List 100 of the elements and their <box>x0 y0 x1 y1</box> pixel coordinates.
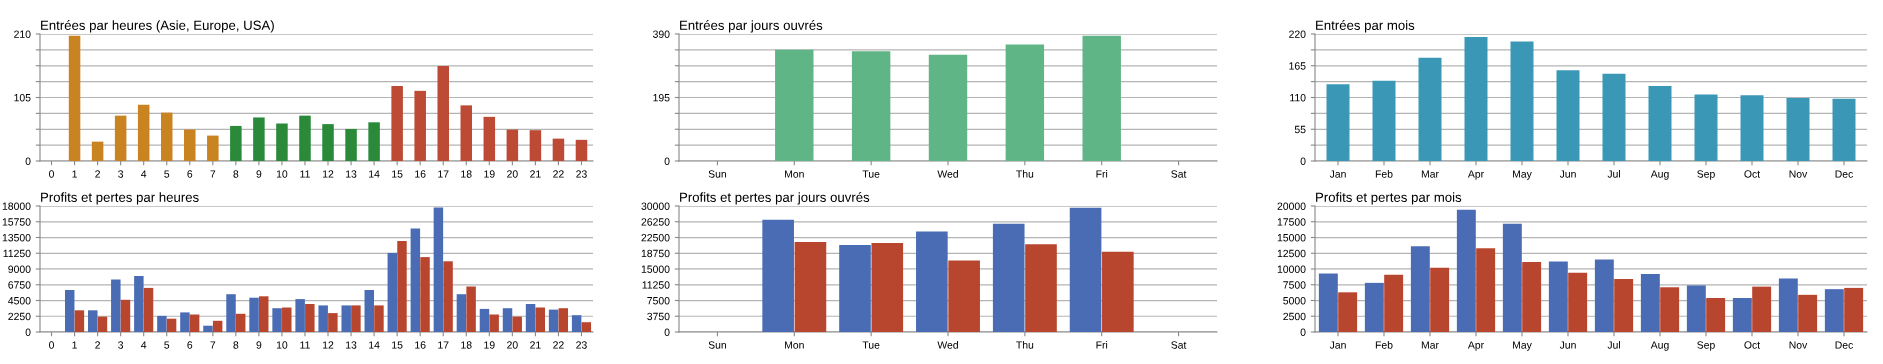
bar <box>180 312 190 332</box>
bar <box>775 49 814 161</box>
x-tick-label: 15 <box>392 170 403 178</box>
x-tick-label: 14 <box>369 341 380 349</box>
x-tick-label: 14 <box>369 170 380 178</box>
x-tick-label: Dec <box>1835 170 1853 178</box>
bar <box>460 105 473 161</box>
x-tick-label: 23 <box>576 341 587 349</box>
bar <box>1410 246 1430 332</box>
x-tick-label: 22 <box>553 341 564 349</box>
x-tick-label: 23 <box>576 170 587 178</box>
bar <box>345 128 357 161</box>
x-tick-label: 0 <box>49 341 55 349</box>
chart-title: Profits et pertes par mois <box>1316 192 1462 205</box>
bar <box>387 252 398 332</box>
x-tick-label: 21 <box>530 341 541 349</box>
y-tick-label: 0 <box>1300 157 1306 165</box>
x-tick-label: Sat <box>1171 170 1187 178</box>
bar <box>341 305 351 332</box>
y-tick-label: 30000 <box>641 202 670 210</box>
y-tick-label: 11250 <box>642 281 670 289</box>
y-tick-label: 6750 <box>8 281 31 289</box>
bar <box>299 115 311 161</box>
x-tick-label: 9 <box>256 341 262 349</box>
x-tick-label: Wed <box>937 341 958 349</box>
bar <box>437 66 449 161</box>
bar <box>1602 73 1626 161</box>
y-tick-label: 0 <box>664 328 670 336</box>
bar <box>189 314 200 332</box>
bar <box>322 124 334 161</box>
x-tick-label: Oct <box>1744 341 1761 349</box>
bar <box>916 231 948 332</box>
bar <box>184 129 196 161</box>
x-tick-label: 19 <box>484 170 495 178</box>
x-tick-label: Thu <box>1016 341 1034 349</box>
chart-title: Entrées par mois <box>1316 20 1415 33</box>
bar <box>258 296 269 332</box>
bar <box>466 286 476 332</box>
x-tick-label: 13 <box>346 170 357 178</box>
x-tick-label: 16 <box>415 170 426 178</box>
x-tick-label: Sun <box>708 341 727 349</box>
chart-title: Profits et pertes par heures <box>41 192 199 205</box>
bar <box>207 135 219 161</box>
y-tick-label: 10000 <box>1277 265 1306 273</box>
x-tick-label: 10 <box>276 170 288 178</box>
bar <box>1660 287 1680 332</box>
y-tick-label: 18000 <box>2 202 31 210</box>
bar <box>253 117 265 161</box>
bar <box>88 310 98 332</box>
bar <box>1372 80 1396 161</box>
bar <box>525 304 536 332</box>
bar <box>443 261 453 332</box>
bar <box>871 242 904 332</box>
y-tick-label: 0 <box>664 157 670 165</box>
x-tick-label: Mon <box>785 341 804 349</box>
bar <box>839 245 871 332</box>
bar <box>230 125 242 161</box>
x-tick-label: 18 <box>461 170 472 178</box>
x-tick-label: Thu <box>1016 170 1034 178</box>
x-tick-label: Apr <box>1467 341 1484 351</box>
x-tick-label: 5 <box>164 170 170 178</box>
bar <box>1740 95 1764 161</box>
bar <box>794 242 827 332</box>
x-tick-label: Sat <box>1171 341 1187 349</box>
chart-title: Entrées par heures (Asie, Europe, USA) <box>41 20 274 33</box>
x-tick-label: 12 <box>323 170 334 178</box>
bar <box>160 112 173 161</box>
bar <box>1568 272 1588 332</box>
y-tick-label: 7500 <box>647 297 670 305</box>
x-tick-label: Dec <box>1835 341 1853 349</box>
y-tick-label: 9000 <box>8 265 31 273</box>
bar <box>97 316 108 332</box>
chart-title: Profits et pertes par jours ouvrés <box>680 192 870 205</box>
x-tick-label: Jan <box>1329 341 1346 349</box>
bar <box>203 325 213 332</box>
bar <box>1418 57 1442 161</box>
bar <box>414 90 426 161</box>
y-tick-label: 20000 <box>1277 202 1306 210</box>
bar <box>456 294 467 332</box>
y-tick-label: 2250 <box>8 312 31 321</box>
y-tick-label: 0 <box>1300 328 1306 336</box>
bar <box>1510 41 1534 161</box>
bar <box>575 139 588 161</box>
x-tick-label: Sep <box>1697 170 1715 180</box>
x-tick-label: Jul <box>1607 341 1620 349</box>
x-tick-label: Mon <box>785 170 804 178</box>
bar <box>143 287 154 332</box>
bar <box>535 307 545 332</box>
x-tick-label: 19 <box>484 341 495 349</box>
x-tick-label: 11 <box>300 170 310 178</box>
y-tick-label: 55 <box>1294 125 1306 134</box>
bar <box>64 290 75 332</box>
x-tick-label: 7 <box>210 170 216 178</box>
bar <box>1318 273 1338 332</box>
y-tick-label: 220 <box>1289 30 1306 38</box>
bar <box>1476 248 1496 332</box>
bar <box>1752 286 1772 332</box>
bar <box>1326 84 1350 161</box>
y-tick-label: 17500 <box>1277 218 1306 226</box>
bar <box>111 279 121 332</box>
